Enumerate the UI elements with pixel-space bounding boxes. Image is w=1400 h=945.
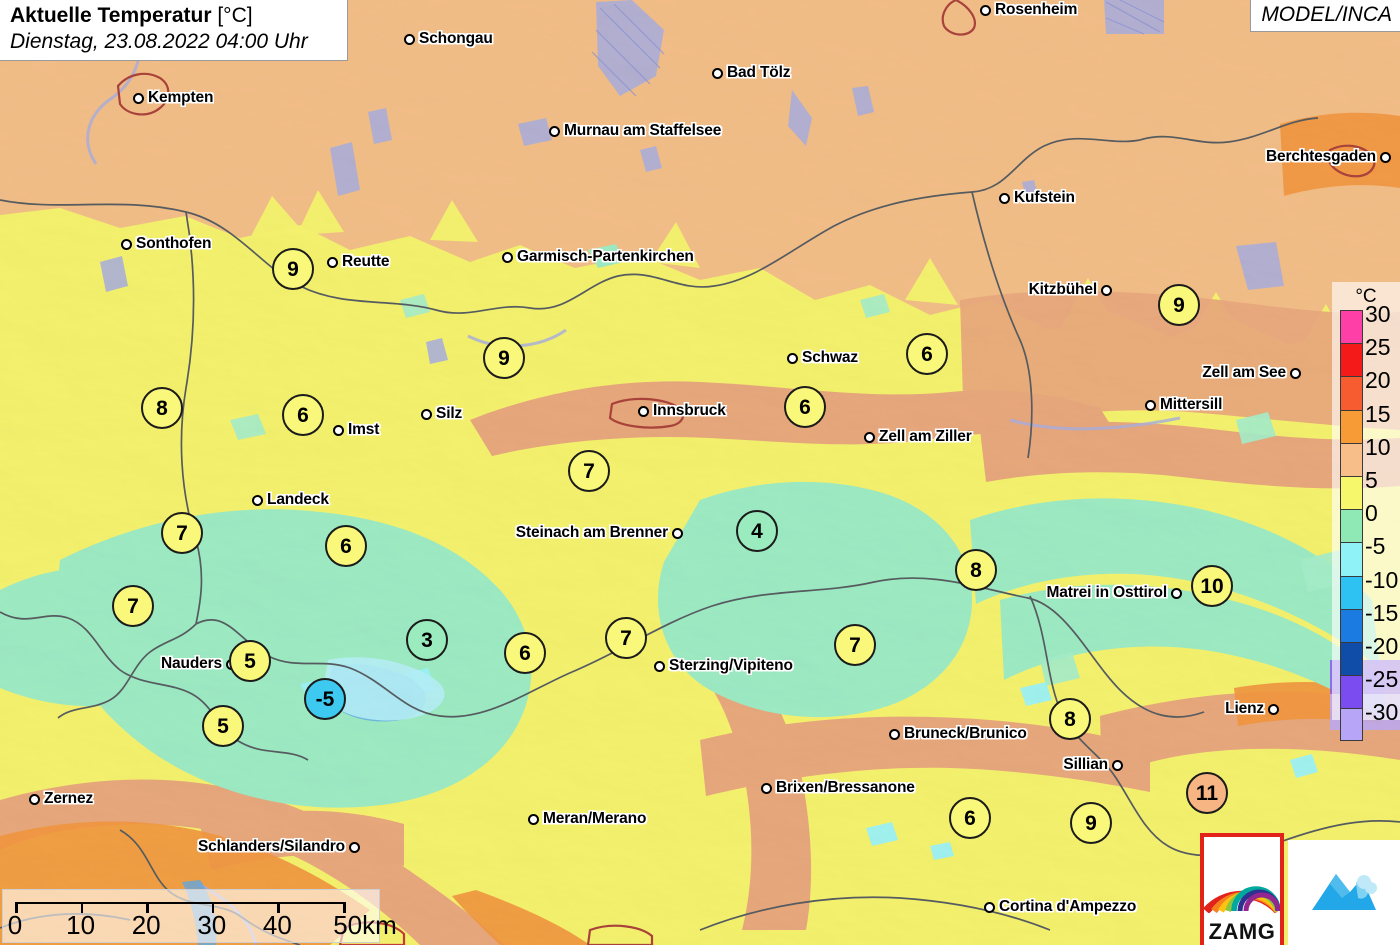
scale-tick-label: 30: [197, 910, 227, 940]
title-unit-text: [°C]: [217, 4, 253, 27]
colorbar-row: 30: [1340, 301, 1400, 344]
colorbar-row: 25: [1340, 334, 1400, 377]
temperature-marker[interactable]: 7: [605, 617, 647, 659]
colorbar-tick-label: 30: [1365, 301, 1391, 327]
temperature-marker[interactable]: 5: [229, 640, 271, 682]
temperature-marker[interactable]: 8: [955, 549, 997, 591]
scale-tick-label: 20: [131, 910, 161, 940]
temperature-marker[interactable]: 9: [483, 337, 525, 379]
colorbar-swatch: [1340, 376, 1363, 410]
colorbar-scale: 30 25 20 15 10 5 0 -5 -10 -15 -20 -25 -30: [1340, 301, 1400, 742]
title-box: Aktuelle Temperatur [°C] Dienstag, 23.08…: [0, 0, 348, 61]
colorbar-tick-label: -30: [1365, 699, 1399, 726]
temperature-marker[interactable]: 10: [1191, 565, 1233, 607]
temperature-marker[interactable]: 3: [406, 619, 448, 661]
temperature-marker[interactable]: 11: [1186, 772, 1228, 814]
scale-tick: [277, 902, 280, 913]
temperature-marker[interactable]: 9: [1158, 284, 1200, 326]
model-badge: MODEL/INCA: [1250, 0, 1400, 32]
colorbar-row: -5: [1340, 533, 1400, 576]
colorbar-swatch: [1340, 442, 1363, 476]
colorbar-tick-label: 0: [1365, 500, 1378, 527]
temperature-marker[interactable]: 6: [906, 333, 948, 375]
mountain-cloud-icon: [1312, 874, 1377, 910]
temperature-marker[interactable]: 6: [282, 394, 324, 436]
title-main-text: Aktuelle Temperatur: [10, 4, 212, 27]
title-datetime: Dienstag, 23.08.2022 04:00 Uhr: [10, 29, 308, 53]
colorbar-tick-label: 5: [1365, 466, 1378, 493]
colorbar-tick-label: -5: [1365, 533, 1386, 560]
colorbar-swatch: [1340, 310, 1363, 344]
colorbar-swatch: [1340, 708, 1363, 742]
colorbar-tick-label: -10: [1365, 566, 1399, 593]
temperature-colorbar: °C 30 25 20 15 10 5 0 -5 -10 -15 -20 -25 -30: [1332, 282, 1400, 742]
colorbar-swatch: [1340, 475, 1363, 510]
colorbar-row: -20: [1340, 633, 1400, 676]
colorbar-tick-label: -20: [1365, 632, 1399, 659]
temperature-marker[interactable]: 4: [736, 510, 778, 552]
geosphere-logo: [1288, 840, 1400, 945]
colorbar-swatch: [1340, 509, 1363, 543]
scale-tick: [211, 902, 215, 913]
temperature-marker[interactable]: 5: [202, 705, 244, 747]
scale-tick: [15, 902, 18, 913]
temperature-marker[interactable]: 6: [325, 525, 367, 567]
colorbar-swatch: [1340, 343, 1363, 377]
zamg-logo: ZAMG: [1200, 833, 1284, 945]
colorbar-tick-label: 15: [1365, 400, 1391, 427]
rainbow-icon: [1204, 886, 1280, 913]
colorbar-row: 5: [1340, 467, 1400, 510]
temperature-marker[interactable]: 7: [112, 585, 154, 627]
scale-tick-label: 0: [7, 910, 23, 940]
temperature-marker[interactable]: 8: [141, 387, 183, 429]
temperature-marker[interactable]: -5: [304, 678, 346, 720]
temperature-marker[interactable]: 8: [1049, 698, 1091, 740]
temperature-marker[interactable]: 7: [834, 624, 876, 666]
map-scale-bar: 0 10 20 30 40 50km: [2, 889, 397, 943]
temperature-marker[interactable]: 6: [504, 632, 546, 674]
scale-tick-label: 40: [262, 910, 292, 940]
colorbar-tick-label: -15: [1365, 599, 1399, 626]
colorbar-swatch: [1340, 608, 1363, 642]
colorbar-row: 15: [1340, 401, 1400, 443]
colorbar-tick-label: 10: [1365, 433, 1391, 460]
temperature-marker[interactable]: 6: [784, 386, 826, 428]
scale-bar-labels: 0 10 20 30 40 50km: [3, 910, 397, 942]
colorbar-unit-label: °C: [1355, 286, 1377, 307]
scale-tick-label: 10: [66, 910, 96, 940]
colorbar-swatch: [1340, 675, 1363, 709]
page-title: Aktuelle Temperatur [°C]: [10, 4, 339, 28]
temperature-marker[interactable]: 7: [568, 450, 610, 492]
colorbar-row: -30: [1340, 699, 1400, 742]
scale-tick: [146, 902, 149, 913]
colorbar-swatch: [1340, 641, 1363, 676]
colorbar-tick-label: -25: [1365, 666, 1399, 693]
zamg-wordmark: ZAMG: [1204, 919, 1280, 945]
colorbar-tick-label: 25: [1365, 334, 1391, 361]
temperature-marker[interactable]: 7: [161, 512, 203, 554]
colorbar-row: 20: [1340, 367, 1400, 410]
scale-bar-ruler: [15, 902, 346, 913]
colorbar-row: 0: [1340, 500, 1400, 543]
colorbar-row: -25: [1340, 666, 1400, 709]
temperature-marker[interactable]: 6: [949, 797, 991, 839]
temperature-marker[interactable]: 9: [272, 248, 314, 290]
scale-tick: [343, 902, 346, 913]
colorbar-swatch: [1340, 409, 1363, 443]
scale-tick-label: 50km: [333, 910, 397, 940]
colorbar-swatch: [1340, 542, 1363, 576]
scale-tick: [80, 902, 84, 913]
temperature-marker[interactable]: 9: [1070, 802, 1112, 844]
colorbar-tick-label: 20: [1365, 367, 1391, 394]
colorbar-row: 10: [1340, 434, 1400, 476]
colorbar-row: -10: [1340, 567, 1400, 609]
colorbar-swatch: [1340, 575, 1363, 609]
colorbar-row: -15: [1340, 600, 1400, 642]
